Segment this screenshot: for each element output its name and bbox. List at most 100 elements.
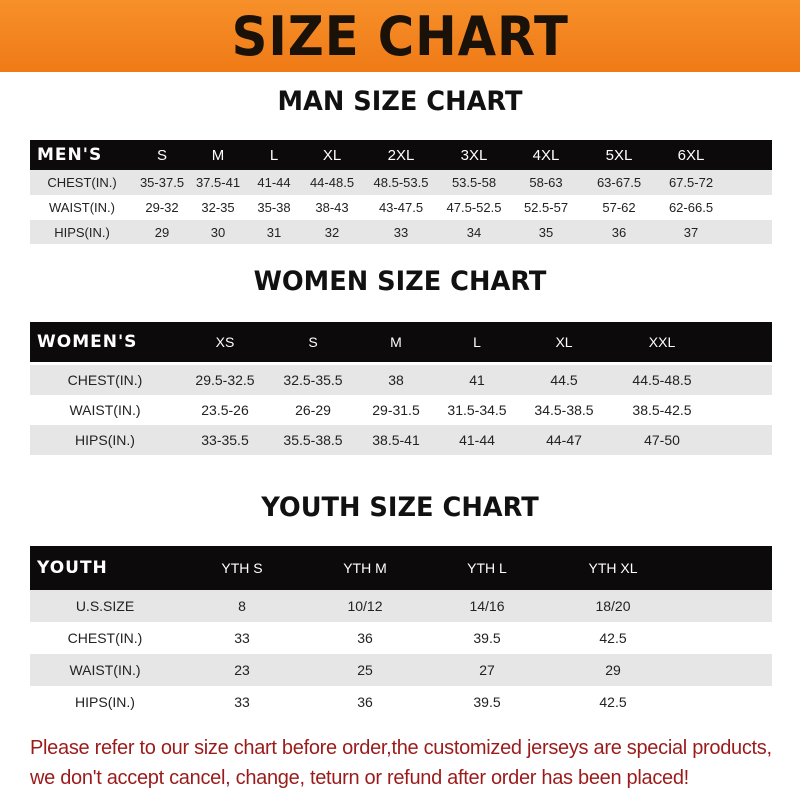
table-row: U.S.SIZE 8 10/12 14/16 18/20 [30, 590, 772, 622]
size-value: 53.5-58 [451, 175, 497, 190]
measurement-label: CHEST(IN.) [47, 175, 117, 190]
size-header: 5XL [605, 146, 633, 164]
size-value: 41-44 [459, 432, 495, 448]
size-header: S [308, 334, 318, 350]
table-row: HIPS(IN.) 33-35.5 35.5-38.5 38.5-41 41-44 44-… [30, 425, 772, 455]
size-value: 32-35 [201, 200, 235, 215]
size-header: XL [555, 334, 573, 350]
size-value: 58-63 [529, 175, 563, 190]
women-size-table: WOMEN'S XS S M L XL XXL CHEST(IN.) 29.5-32.5 32.5… [30, 322, 772, 455]
size-header: 3XL [460, 146, 488, 164]
measurement-label: WAIST(IN.) [49, 200, 115, 215]
size-value: 35.5-38.5 [283, 432, 343, 448]
size-header: XL [322, 146, 342, 164]
size-value: 43-47.5 [378, 200, 424, 215]
size-value: 14/16 [469, 598, 505, 614]
size-value: 29 [605, 662, 621, 678]
measurement-label: HIPS(IN.) [75, 432, 135, 448]
size-value: 39.5 [473, 630, 501, 646]
table-row: WAIST(IN.) 23 25 27 29 [30, 654, 772, 686]
size-value: 38.5-42.5 [632, 402, 692, 418]
size-value: 25 [357, 662, 373, 678]
size-value: 37.5-41 [195, 175, 241, 190]
size-value: 35-37.5 [139, 175, 185, 190]
size-header: 4XL [532, 146, 560, 164]
measurement-label: HIPS(IN.) [54, 224, 110, 240]
measurement-label: CHEST(IN.) [67, 372, 143, 388]
table-row: HIPS(IN.) 29 30 31 32 33 34 35 36 37 [30, 220, 772, 244]
size-value: 34 [466, 224, 482, 240]
measurement-label: CHEST(IN.) [67, 630, 143, 646]
youth-title: YOUTH SIZE CHART [261, 492, 539, 523]
size-header: YTH M [343, 560, 387, 576]
table-category-label: WOMEN'S [37, 332, 138, 352]
table-row: WAIST(IN.) 29-32 32-35 35-38 38-43 43-47.5 47.… [30, 195, 772, 220]
size-header: S [156, 146, 167, 164]
size-value: 32 [324, 224, 340, 240]
size-header: L [269, 146, 279, 164]
measurement-label: HIPS(IN.) [75, 694, 135, 710]
size-header: M [390, 334, 402, 350]
size-value: 63-67.5 [596, 175, 642, 190]
men-title: MAN SIZE CHART [277, 86, 523, 117]
size-value: 47-50 [644, 432, 680, 448]
size-value: 38-43 [315, 200, 349, 215]
youth-size-table: YOUTH YTH S YTH M YTH L YTH XL U.S.SIZE 8 10/12… [30, 546, 772, 718]
measurement-label: U.S.SIZE [75, 598, 135, 614]
note-line-2: we don't accept cancel, change, teturn o… [30, 767, 689, 789]
size-value: 18/20 [595, 598, 631, 614]
table-row: CHEST(IN.) 29.5-32.5 32.5-35.5 38 41 44.5 44.5… [30, 365, 772, 395]
size-value: 29 [154, 224, 170, 240]
table-header-row: WOMEN'S XS S M L XL XXL [30, 322, 772, 362]
size-value: 47.5-52.5 [446, 200, 502, 215]
size-value: 52.5-57 [523, 200, 569, 215]
size-value: 36 [357, 630, 373, 646]
size-value: 33-35.5 [201, 432, 249, 448]
size-value: 36 [611, 224, 627, 240]
table-category-label: YOUTH [37, 558, 108, 578]
size-value: 30 [210, 224, 226, 240]
size-value: 42.5 [599, 694, 627, 710]
size-value: 36 [357, 694, 373, 710]
size-value: 32.5-35.5 [283, 372, 343, 388]
size-value: 29.5-32.5 [195, 372, 255, 388]
table-row: CHEST(IN.) 33 36 39.5 42.5 [30, 622, 772, 654]
size-value: 38.5-41 [372, 432, 420, 448]
size-value: 33 [393, 224, 409, 240]
size-value: 29-32 [145, 200, 179, 215]
disclaimer-note: Please refer to our size chart before or… [30, 733, 790, 793]
size-header: M [211, 146, 225, 164]
size-value: 33 [234, 630, 250, 646]
size-value: 26-29 [295, 402, 331, 418]
size-value: 31 [266, 224, 282, 240]
size-value: 27 [479, 662, 495, 678]
size-value: 62-66.5 [668, 200, 714, 215]
size-value: 41 [469, 372, 485, 388]
size-value: 39.5 [473, 694, 501, 710]
note-line-1: Please refer to our size chart before or… [30, 737, 772, 759]
size-header: YTH L [467, 560, 507, 576]
size-value: 35-38 [257, 200, 291, 215]
size-value: 37 [683, 224, 699, 240]
size-value: 57-62 [602, 200, 636, 215]
size-header: XS [215, 334, 235, 350]
size-value: 42.5 [599, 630, 627, 646]
size-value: 44.5 [550, 372, 578, 388]
size-value: 29-31.5 [372, 402, 420, 418]
size-value: 44-47 [546, 432, 582, 448]
table-row: WAIST(IN.) 23.5-26 26-29 29-31.5 31.5-34.5 34… [30, 395, 772, 425]
measurement-label: WAIST(IN.) [69, 402, 141, 418]
table-category-label: MEN'S [37, 145, 103, 165]
size-value: 10/12 [347, 598, 383, 614]
size-header: YTH S [221, 560, 263, 576]
men-size-table: MEN'S S M L XL 2XL 3XL 4XL 5XL 6XL CHEST(IN.) 35-37… [30, 140, 772, 244]
banner-title: SIZE CHART [231, 4, 569, 68]
table-row: CHEST(IN.) 35-37.5 37.5-41 41-44 44-48.5 48.5… [30, 170, 772, 195]
banner: SIZE CHART [0, 0, 800, 72]
size-header: L [473, 334, 481, 350]
size-header: 6XL [677, 146, 705, 164]
size-header: YTH XL [588, 560, 638, 576]
size-value: 23 [234, 662, 250, 678]
size-value: 33 [234, 694, 250, 710]
size-value: 67.5-72 [668, 175, 714, 190]
